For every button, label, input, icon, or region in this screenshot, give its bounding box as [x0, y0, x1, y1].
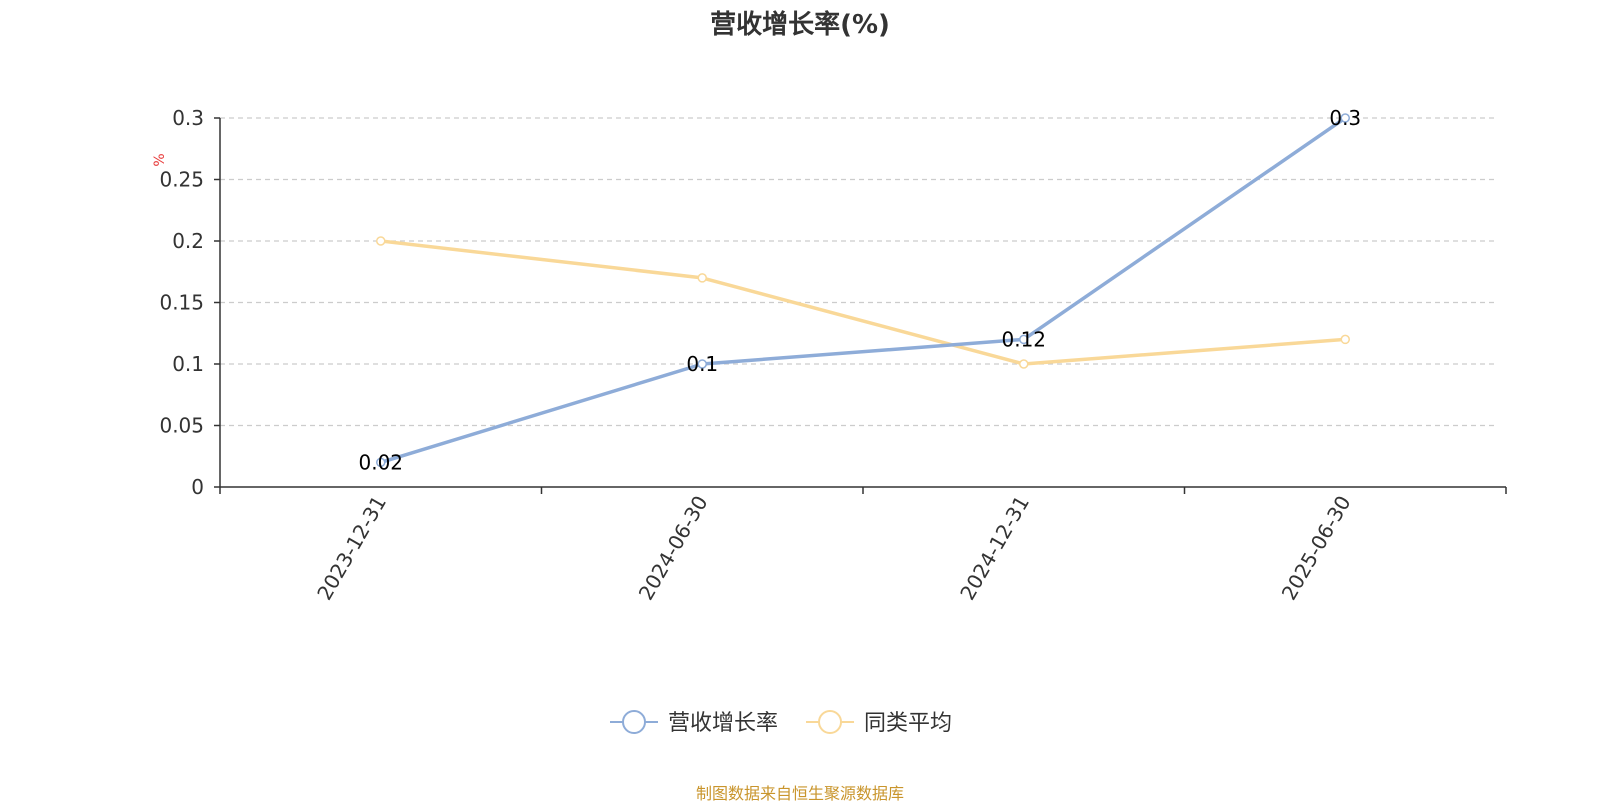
data-point-0[interactable] [697, 359, 707, 369]
legend-label: 营收增长率 [668, 711, 778, 736]
data-point-1[interactable] [376, 236, 386, 246]
legend-label: 同类平均 [864, 711, 952, 736]
legend-item-1[interactable]: 同类平均 [806, 710, 952, 736]
y-tick-label: 0.25 [159, 168, 204, 192]
data-point-1[interactable] [1340, 334, 1350, 345]
y-tick-label: 0.15 [159, 291, 204, 315]
data-point-1[interactable] [1019, 359, 1029, 369]
y-tick-label: 0.1 [172, 352, 204, 376]
y-tick-label: 0.3 [172, 106, 204, 130]
data-point-1[interactable] [697, 273, 707, 283]
legend-item-0[interactable]: 营收增长率 [610, 710, 778, 736]
y-axis-unit: % [152, 153, 168, 166]
y-tick-label: 0.2 [172, 229, 204, 253]
data-label: 0.12 [1001, 327, 1046, 351]
series-line-0 [380, 116, 1347, 465]
legend[interactable]: 营收增长率 同类平均 [610, 710, 952, 736]
source-note: 制图数据来自恒生聚源数据库 [695, 784, 904, 803]
chart-title: 营收增长率(%) [710, 10, 890, 40]
data-labels: 0.02 0.1 0.12 0.3 [358, 106, 1361, 474]
x-tick-label: 2023-12-31 [312, 492, 391, 605]
x-tick-label: 2025-06-30 [1277, 492, 1356, 605]
series-lines [376, 113, 1350, 468]
y-tick-label: 0.05 [159, 414, 204, 438]
series-line-1 [380, 239, 1346, 366]
x-tick-label: 2024-12-31 [955, 492, 1034, 605]
data-point-0[interactable] [1019, 334, 1029, 345]
data-label: 0.1 [686, 352, 718, 376]
data-point-0[interactable] [376, 457, 386, 468]
legend-marker [622, 710, 646, 734]
legend-marker [818, 710, 843, 734]
y-tick-label: 0 [191, 475, 204, 499]
data-label: 0.02 [358, 450, 403, 474]
grid-lines [220, 117, 1498, 427]
x-tick-label: 2024-06-30 [634, 492, 713, 605]
data-label: 0.3 [1329, 106, 1361, 130]
data-point-0[interactable] [1340, 113, 1350, 123]
